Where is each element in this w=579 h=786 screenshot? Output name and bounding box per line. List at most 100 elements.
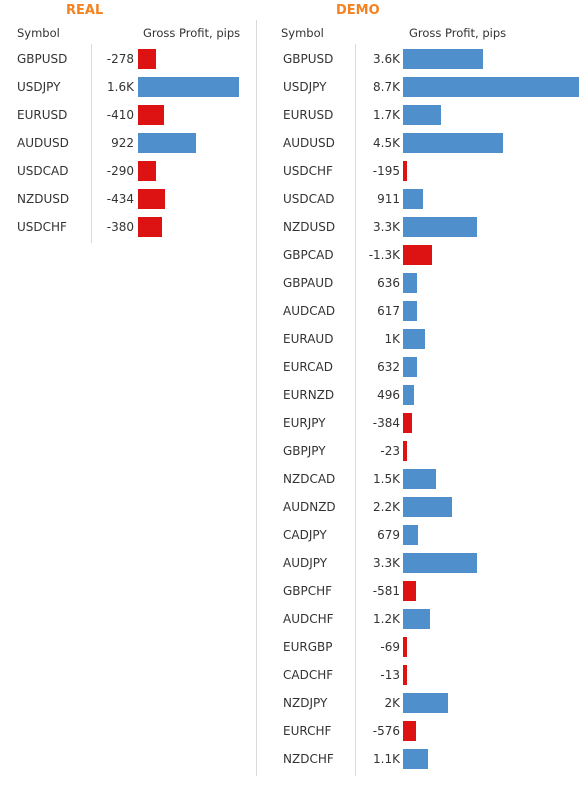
symbol-label: AUDCAD (283, 304, 336, 318)
profit-value-label: -384 (372, 416, 400, 430)
profit-bar (403, 77, 579, 97)
demo-divider (355, 44, 356, 776)
symbol-label: EURCHF (283, 724, 332, 738)
profit-bar (403, 357, 417, 377)
loss-bar (403, 441, 407, 461)
profit-bar (403, 301, 417, 321)
symbol-label: USDCHF (283, 164, 333, 178)
symbol-label: AUDCHF (283, 612, 334, 626)
table-row: EURAUD 1K (256, 325, 579, 353)
profit-bar (403, 105, 441, 125)
symbol-label: EURUSD (283, 108, 334, 122)
table-row: GBPCAD -1.3K (256, 241, 579, 269)
profit-bar (403, 553, 477, 573)
profit-value-label: 3.3K (373, 220, 400, 234)
profit-bar (138, 77, 239, 97)
demo-title: DEMO (336, 3, 380, 18)
symbol-label: CADJPY (283, 528, 327, 542)
loss-bar (403, 581, 416, 601)
profit-value-label: -69 (380, 640, 400, 654)
symbol-label: EURAUD (283, 332, 334, 346)
loss-bar (138, 217, 162, 237)
demo-left-divider (256, 20, 257, 776)
profit-value-label: 3.6K (373, 52, 400, 66)
loss-bar (403, 721, 416, 741)
loss-bar (403, 413, 412, 433)
profit-bar (403, 525, 418, 545)
table-row: AUDCHF 1.2K (256, 605, 579, 633)
profit-value-label: -290 (106, 164, 134, 178)
profit-value-label: 4.5K (373, 136, 400, 150)
table-row: USDCAD 911 (256, 185, 579, 213)
table-row: AUDUSD 4.5K (256, 129, 579, 157)
table-row: NZDUSD -434 (0, 185, 250, 213)
table-row: GBPJPY -23 (256, 437, 579, 465)
profit-bar (403, 189, 423, 209)
real-profit-header: Gross Profit, pips (143, 26, 241, 40)
profit-value-label: 1.2K (373, 612, 400, 626)
profit-value-label: -13 (380, 668, 400, 682)
symbol-label: USDCHF (17, 220, 67, 234)
profit-value-label: 3.3K (373, 556, 400, 570)
profit-bar (403, 385, 414, 405)
symbol-label: AUDJPY (283, 556, 328, 570)
symbol-label: USDCAD (283, 192, 335, 206)
profit-value-label: 2K (384, 696, 400, 710)
profit-bar (403, 217, 477, 237)
profit-value-label: -195 (372, 164, 400, 178)
loss-bar (403, 245, 432, 265)
symbol-label: USDCAD (17, 164, 69, 178)
profit-value-label: 636 (377, 276, 400, 290)
symbol-label: EURCAD (283, 360, 333, 374)
symbol-label: AUDNZD (283, 500, 336, 514)
profit-bar (403, 609, 430, 629)
table-row: EURJPY -384 (256, 409, 579, 437)
symbol-label: USDJPY (17, 80, 61, 94)
loss-bar (138, 49, 156, 69)
table-row: AUDCAD 617 (256, 297, 579, 325)
table-row: GBPUSD 3.6K (256, 45, 579, 73)
symbol-label: NZDCHF (283, 752, 334, 766)
profit-value-label: -278 (106, 52, 134, 66)
symbol-label: GBPUSD (283, 52, 334, 66)
symbol-label: NZDUSD (283, 220, 336, 234)
profit-value-label: -576 (372, 724, 400, 738)
loss-bar (138, 189, 165, 209)
profit-bar (138, 133, 196, 153)
profit-value-label: 1.1K (373, 752, 400, 766)
profit-value-label: 1.6K (107, 80, 134, 94)
table-row: AUDJPY 3.3K (256, 549, 579, 577)
real-divider (91, 44, 92, 243)
symbol-label: NZDCAD (283, 472, 336, 486)
table-row: GBPUSD -278 (0, 45, 250, 73)
symbol-label: GBPUSD (17, 52, 68, 66)
table-row: USDCAD -290 (0, 157, 250, 185)
profit-value-label: 617 (377, 304, 400, 318)
profit-value-label: 632 (377, 360, 400, 374)
profit-value-label: -1.3K (368, 248, 400, 262)
symbol-label: GBPAUD (283, 276, 334, 290)
symbol-label: NZDUSD (17, 192, 70, 206)
table-row: USDCHF -195 (256, 157, 579, 185)
table-row: NZDJPY 2K (256, 689, 579, 717)
table-row: AUDNZD 2.2K (256, 493, 579, 521)
loss-bar (403, 161, 407, 181)
loss-bar (403, 665, 407, 685)
table-row: EURUSD -410 (0, 101, 250, 129)
symbol-label: EURGBP (283, 640, 333, 654)
profit-bar (403, 469, 436, 489)
demo-profit-header: Gross Profit, pips (409, 26, 507, 40)
profit-value-label: -434 (106, 192, 134, 206)
table-row: EURUSD 1.7K (256, 101, 579, 129)
symbol-label: EURUSD (17, 108, 68, 122)
table-row: CADCHF -13 (256, 661, 579, 689)
profit-bar (403, 49, 483, 69)
symbol-label: EURNZD (283, 388, 335, 402)
table-row: CADJPY 679 (256, 521, 579, 549)
profit-value-label: -410 (106, 108, 134, 122)
real-title: REAL (66, 3, 104, 18)
profit-value-label: 679 (377, 528, 400, 542)
table-row: USDJPY 8.7K (256, 73, 579, 101)
symbol-label: NZDJPY (283, 696, 328, 710)
table-row: EURGBP -69 (256, 633, 579, 661)
